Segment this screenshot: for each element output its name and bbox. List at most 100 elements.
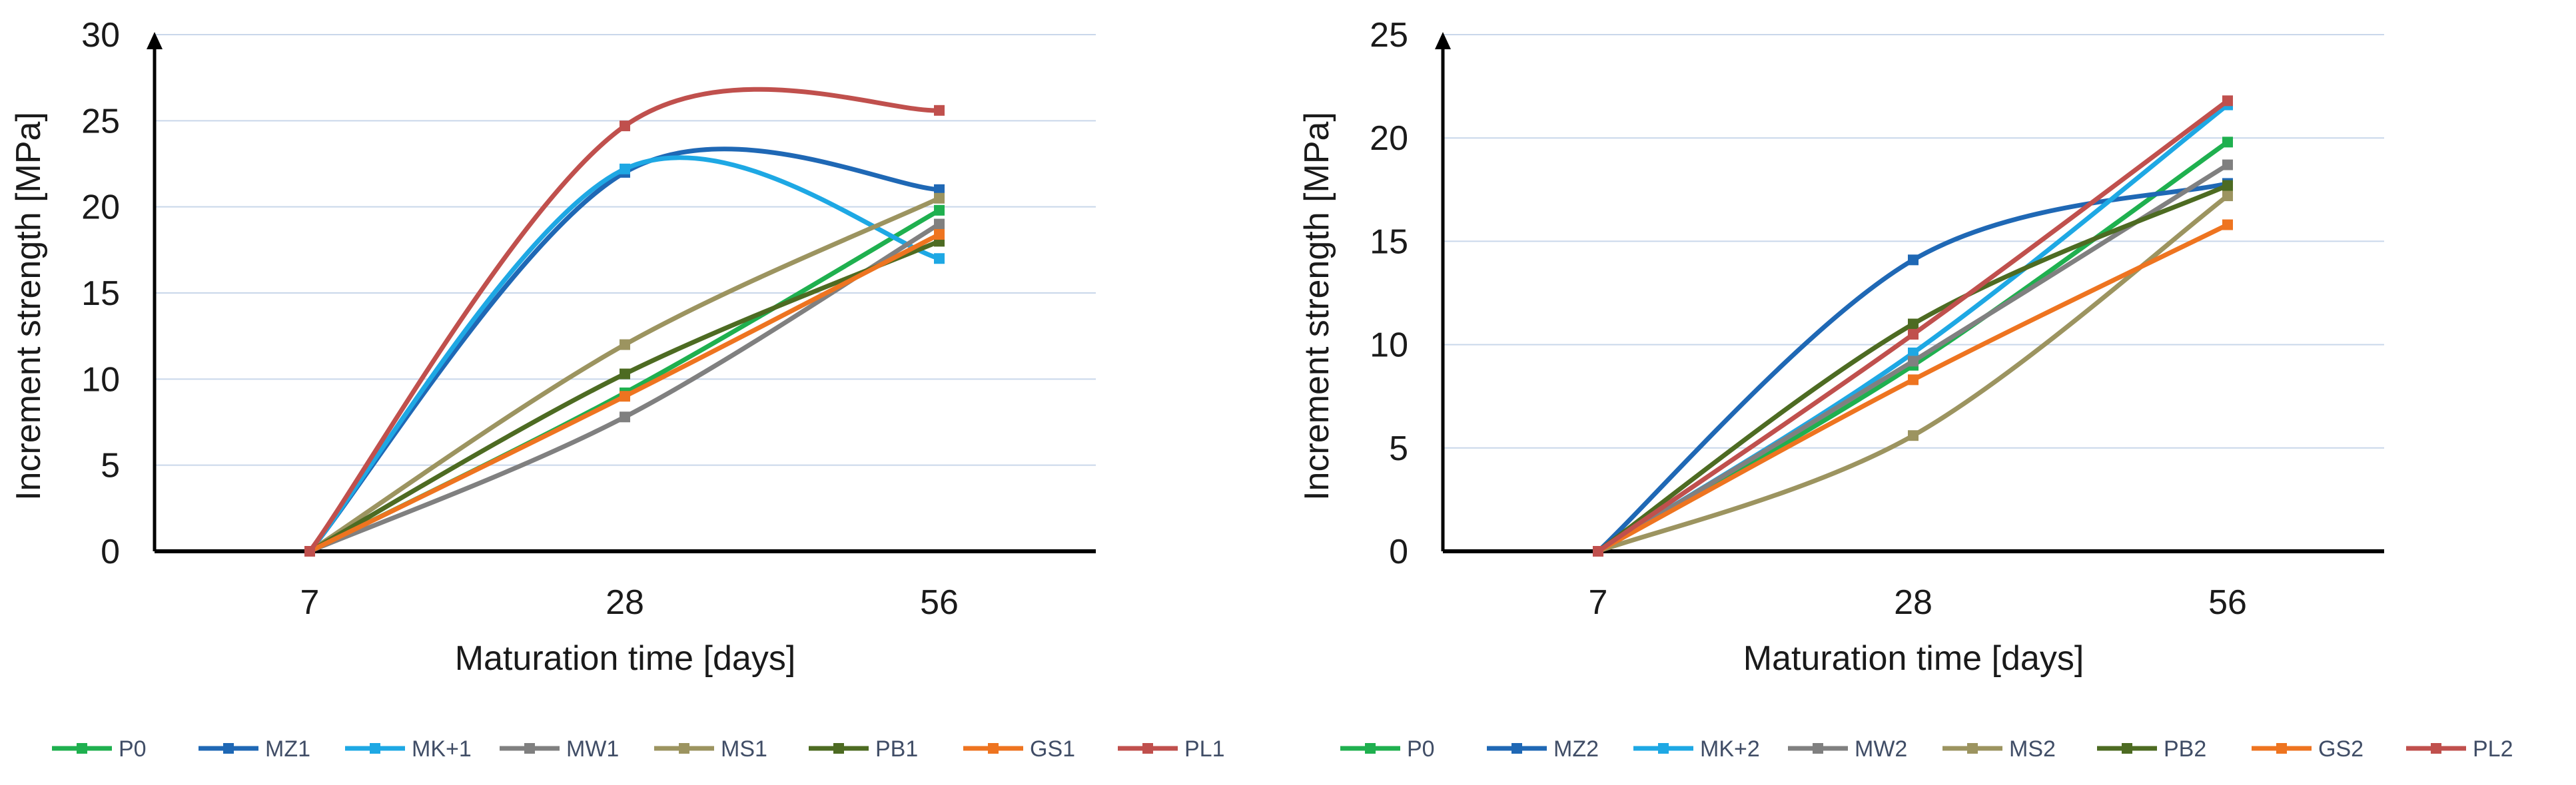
chart-2-x-axis-title: Maturation time [days] xyxy=(1743,639,2084,678)
chart-2-legend-item: PL2 xyxy=(2406,736,2513,762)
chart-2-legend-marker xyxy=(1658,743,1669,754)
chart-1-x-tick-label: 56 xyxy=(920,583,959,622)
chart-1-legend-marker xyxy=(223,743,234,754)
chart-1-x-tick-label: 7 xyxy=(300,583,320,622)
chart-2-data-point xyxy=(2222,219,2233,230)
chart-2-y-axis-title: Increment strength [MPa] xyxy=(1298,112,1336,501)
chart-2-legend-item: MS2 xyxy=(1942,736,2056,762)
chart-2-y-tick-label: 25 xyxy=(1370,16,1408,55)
chart-1-data-point xyxy=(620,121,630,132)
chart-2-series-line-p0 xyxy=(1595,139,2230,554)
chart-1-data-point xyxy=(304,546,315,557)
chart-1-legend-item: MZ1 xyxy=(199,736,310,762)
chart-right: 0 5 10 15 20 25 7 28 56 Maturation time [days] Inc… xyxy=(1288,0,2576,785)
chart-1-legend-marker xyxy=(370,743,380,754)
chart-1-legend-item: P0 xyxy=(52,736,147,762)
chart-2-y-tick-label: 20 xyxy=(1370,119,1408,158)
chart-1-y-tick-label: 25 xyxy=(81,102,120,140)
chart-1-legend-label: MW1 xyxy=(566,736,619,762)
chart-2-data-point xyxy=(1908,374,1919,386)
chart-1-y-axis-title: Increment strength [MPa] xyxy=(9,112,48,501)
chart-2-legend-label: GS2 xyxy=(2318,736,2363,762)
chart-1-x-tick-label: 28 xyxy=(606,583,644,622)
chart-1-legend-marker xyxy=(524,743,535,754)
chart-1-data-point xyxy=(934,218,945,230)
chart-2-legend-marker xyxy=(1365,743,1376,754)
chart-2-data-point xyxy=(1908,254,1919,266)
chart-1-series-line-mk-1 xyxy=(307,155,942,554)
chart-1-legend-item: MS1 xyxy=(654,736,767,762)
chart-2-legend-label: MK+2 xyxy=(1700,736,1760,762)
chart-1-legend-item: PB1 xyxy=(809,736,918,762)
chart-1-y-tick-label: 15 xyxy=(81,274,120,313)
chart-2-data-point xyxy=(2222,180,2233,191)
chart-1-data-point xyxy=(934,229,945,240)
chart-1-data-point xyxy=(934,253,945,264)
chart-1-legend-label: MZ1 xyxy=(265,736,310,762)
chart-2-series-line-mz2 xyxy=(1595,180,2230,554)
chart-2-legend-marker xyxy=(2276,743,2287,754)
chart-1-data-point xyxy=(620,163,630,174)
chart-2-y-tick-label: 15 xyxy=(1370,222,1408,261)
chart-2-legend-item: MK+2 xyxy=(1633,736,1760,762)
chart-2-legend-marker xyxy=(2431,743,2441,754)
chart-2-legend-item: MW2 xyxy=(1788,736,1907,762)
chart-2-x-tick-label: 56 xyxy=(2208,583,2247,622)
chart-1-legend-item: GS1 xyxy=(963,736,1075,762)
chart-1-data-point xyxy=(934,192,945,204)
chart-2-legend-marker xyxy=(2122,743,2132,754)
chart-2-data-point xyxy=(1908,430,1919,441)
chart-1-y-tick-label: 20 xyxy=(81,188,120,227)
chart-2-data-point xyxy=(2222,95,2233,107)
chart-1-x-axis-title: Maturation time [days] xyxy=(455,639,796,678)
chart-2-legend-item: PB2 xyxy=(2097,736,2206,762)
chart-2-y-tick-label: 5 xyxy=(1389,429,1408,468)
chart-left-svg: 0 5 10 15 20 25 30 7 28 56 Maturation time [days] I… xyxy=(9,16,1225,762)
chart-1-legend-item: MW1 xyxy=(500,736,619,762)
chart-right-svg: 0 5 10 15 20 25 7 28 56 Maturation time [days] Inc… xyxy=(1298,16,2513,762)
chart-1-legend-label: PL1 xyxy=(1184,736,1225,762)
chart-2-legend-label: MS2 xyxy=(2009,736,2056,762)
chart-2-data-point xyxy=(2222,190,2233,202)
chart-2-legend-item: GS2 xyxy=(2252,736,2363,762)
chart-2-data-point xyxy=(2222,159,2233,170)
chart-2-legend-marker xyxy=(1511,743,1522,754)
chart-1-series-line-p0 xyxy=(307,208,942,554)
chart-1-data-point xyxy=(620,368,630,380)
chart-1-y-tick-label: 0 xyxy=(101,533,120,571)
chart-2-legend-label: MW2 xyxy=(1855,736,1907,762)
chart-1-data-point xyxy=(620,411,630,423)
chart-2-data-point xyxy=(1908,348,1919,359)
chart-1-legend-marker xyxy=(1142,743,1153,754)
chart-1-y-axis-arrow xyxy=(147,32,163,49)
chart-2-x-tick-label: 7 xyxy=(1589,583,1608,622)
chart-left: 0 5 10 15 20 25 30 7 28 56 Maturation time [days] I… xyxy=(9,16,1225,762)
chart-2-legend-label: PB2 xyxy=(2164,736,2206,762)
chart-1-series-line-pl1 xyxy=(307,87,942,554)
chart-2-legend-marker xyxy=(1967,743,1978,754)
chart-1-data-point xyxy=(620,339,630,350)
chart-2-legend-label: PL2 xyxy=(2473,736,2513,762)
chart-2-data-point xyxy=(1908,356,1919,367)
chart-1-data-point xyxy=(934,105,945,116)
chart-1-data-point xyxy=(934,204,945,216)
chart-2-data-point xyxy=(1593,546,1603,557)
chart-1-data-point xyxy=(620,391,630,402)
chart-1-legend-label: PB1 xyxy=(875,736,918,762)
chart-2-y-tick-label: 10 xyxy=(1370,326,1408,365)
chart-1-legend-marker xyxy=(833,743,844,754)
chart-1-legend-label: MS1 xyxy=(721,736,767,762)
chart-2-data-point xyxy=(1908,318,1919,330)
chart-1-legend-item: MK+1 xyxy=(345,736,472,762)
chart-2-legend-item: P0 xyxy=(1340,736,1435,762)
chart-1-y-tick-label: 30 xyxy=(81,16,120,55)
chart-2-data-point xyxy=(1908,329,1919,340)
chart-2-y-tick-label: 0 xyxy=(1389,533,1408,571)
chart-1-legend-item: PL1 xyxy=(1118,736,1225,762)
chart-1-legend-label: GS1 xyxy=(1030,736,1075,762)
chart-2-y-axis-arrow xyxy=(1435,32,1451,49)
chart-2-data-point xyxy=(2222,136,2233,148)
chart-1-data-point xyxy=(934,184,945,195)
chart-1-legend-marker xyxy=(77,743,87,754)
chart-2-x-tick-label: 28 xyxy=(1894,583,1932,622)
